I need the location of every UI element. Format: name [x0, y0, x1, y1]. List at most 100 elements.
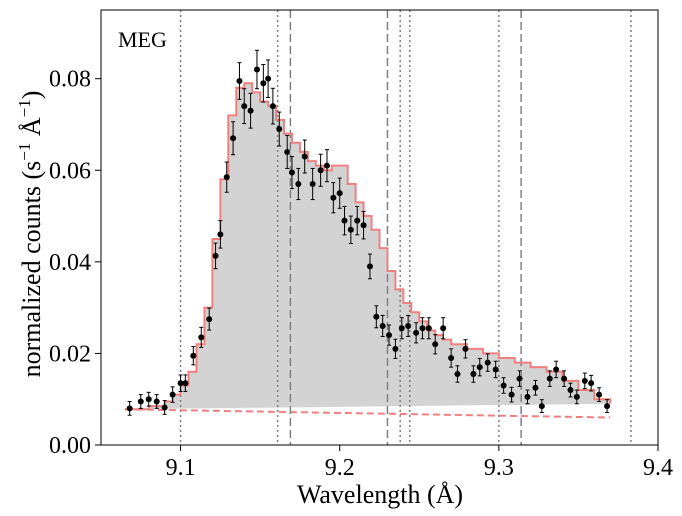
data-point — [546, 375, 553, 382]
data-point — [425, 325, 432, 332]
x-axis-ticks: 9.1 9.2 9.3 9.4 — [166, 445, 673, 481]
data-point — [182, 380, 189, 387]
data-point — [323, 162, 330, 169]
data-point — [354, 217, 361, 224]
data-point — [553, 366, 560, 373]
data-point — [454, 371, 461, 378]
y-tick-label: 0.04 — [49, 250, 91, 276]
y-axis-label-sup1: −1 — [15, 143, 34, 161]
data-point — [373, 313, 380, 320]
data-point — [347, 226, 354, 233]
continuum-line — [124, 408, 611, 419]
model-fill-area — [124, 83, 611, 410]
data-point — [126, 405, 133, 412]
data-point — [386, 332, 393, 339]
data-point — [330, 194, 337, 201]
data-point — [392, 345, 399, 352]
data-point — [462, 345, 469, 352]
data-point — [484, 359, 491, 366]
data-point — [265, 75, 272, 82]
y-axis-label: normalized counts (s−1 Å−1) — [15, 91, 46, 378]
y-axis-label-pre: normalized counts (s — [17, 161, 46, 378]
data-point — [161, 404, 168, 411]
data-point — [567, 387, 574, 394]
data-point — [295, 181, 302, 187]
y-tick-label: 0.06 — [49, 158, 91, 184]
plot-frame — [100, 9, 659, 446]
y-axis-label-sup2: −1 — [15, 99, 34, 117]
data-point — [276, 126, 283, 133]
data-point — [413, 329, 420, 336]
data-point — [137, 398, 144, 405]
data-point — [440, 325, 447, 332]
data-point — [588, 380, 595, 387]
data-point — [476, 364, 483, 371]
data-point — [317, 167, 324, 174]
data-point — [492, 366, 499, 373]
data-point — [223, 174, 230, 181]
data-point — [260, 80, 267, 87]
data-point — [212, 252, 219, 259]
data-point — [177, 380, 184, 387]
y-axis-label-mid: Å — [17, 117, 46, 143]
data-point — [596, 391, 603, 398]
data-point — [500, 382, 507, 389]
data-point — [432, 341, 439, 348]
x-tick-label: 9.3 — [484, 455, 514, 481]
data-point — [301, 153, 308, 160]
data-point — [169, 391, 176, 398]
data-point — [217, 231, 224, 238]
reference-lines — [179, 10, 632, 445]
data-point — [241, 103, 248, 110]
y-axis-ticks: 0.00 0.02 0.04 0.06 0.08 — [49, 67, 101, 459]
data-point — [573, 393, 580, 400]
panel-annotation: MEG — [118, 27, 167, 52]
data-point — [341, 217, 348, 224]
data-point — [366, 263, 373, 270]
y-axis-label-post: ) — [17, 91, 46, 100]
data-point — [253, 66, 260, 73]
data-point — [236, 77, 243, 84]
y-tick-label: 0.02 — [49, 341, 91, 367]
model-fill — [124, 83, 611, 410]
data-point — [288, 169, 295, 176]
data-point — [405, 322, 412, 329]
data-point — [269, 103, 276, 110]
data-point — [153, 398, 160, 405]
data-point — [532, 384, 539, 391]
data-point — [448, 355, 455, 361]
data-point — [206, 316, 213, 323]
data-point — [604, 403, 611, 410]
x-tick-label: 9.1 — [166, 455, 196, 481]
data-point — [581, 377, 588, 384]
data-point — [508, 391, 515, 398]
data-point — [360, 222, 367, 229]
data-point — [230, 135, 237, 142]
data-point — [524, 393, 531, 400]
x-tick-label: 9.4 — [643, 455, 673, 481]
data-point — [561, 375, 568, 382]
data-point — [336, 190, 343, 197]
data-point — [145, 396, 152, 403]
data-point — [190, 352, 197, 359]
data-point — [516, 375, 523, 382]
data-point — [247, 107, 254, 114]
data-point — [284, 148, 291, 155]
data-point — [198, 334, 205, 341]
y-tick-label: 0.00 — [49, 433, 91, 459]
data-point — [538, 403, 545, 410]
model-step-line — [124, 82, 612, 411]
data-point — [398, 325, 405, 332]
data-point — [419, 325, 426, 332]
data-points — [126, 66, 611, 412]
data-point — [470, 371, 477, 378]
x-tick-label: 9.2 — [325, 455, 355, 481]
y-tick-label: 0.08 — [49, 67, 91, 93]
data-point — [309, 181, 316, 187]
x-axis-label: Wavelength (Å) — [297, 480, 463, 509]
continuum-dashed-line — [124, 408, 611, 419]
model-step-path — [124, 82, 612, 411]
data-point — [379, 322, 386, 329]
